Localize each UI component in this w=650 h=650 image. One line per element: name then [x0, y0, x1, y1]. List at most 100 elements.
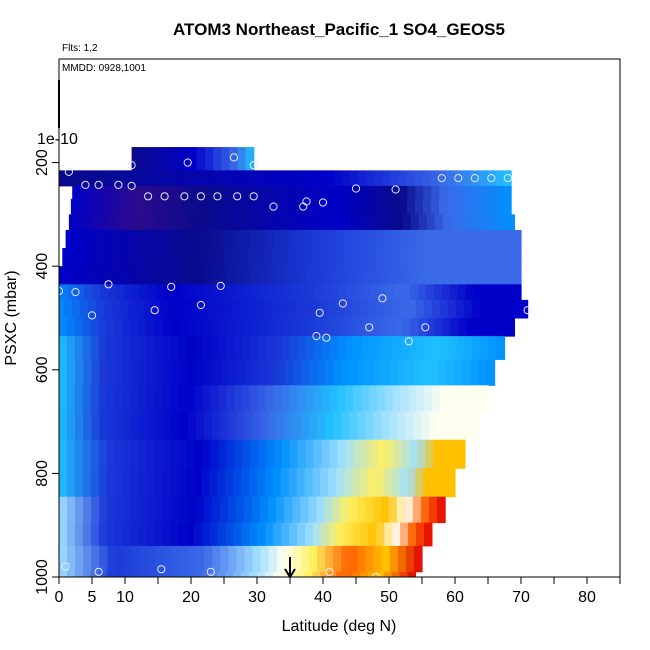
heat-cell — [361, 266, 371, 285]
heat-cell — [445, 411, 455, 441]
heat-cell — [272, 468, 282, 498]
heat-cell — [67, 545, 76, 573]
heat-cell — [74, 266, 84, 285]
heat-cell — [123, 359, 133, 386]
heat-cell — [76, 284, 85, 301]
heat-cell — [488, 248, 498, 267]
heat-cell — [180, 214, 189, 231]
heat-cell — [66, 336, 76, 360]
heat-cell — [365, 359, 375, 386]
heat-cell — [239, 299, 249, 319]
heat-cell — [439, 198, 448, 215]
heat-cell — [369, 229, 378, 249]
heat-cell — [241, 336, 251, 360]
heat-cell — [114, 266, 124, 285]
heat-cell — [233, 522, 243, 547]
heat-cell — [233, 468, 242, 498]
heat-cell — [134, 198, 144, 215]
heat-cell — [199, 185, 209, 200]
heat-cell — [273, 522, 282, 547]
heat-cell — [254, 198, 264, 215]
heat-cell — [282, 318, 292, 337]
heat-cell — [336, 522, 346, 547]
heat-cell — [67, 496, 76, 524]
heat-cell — [162, 266, 172, 285]
data-point — [233, 192, 242, 201]
heat-cell — [381, 545, 391, 573]
heat-cell — [472, 248, 482, 267]
heat-cell — [66, 318, 76, 337]
heat-cell — [263, 185, 273, 200]
heat-cell — [115, 545, 125, 573]
heat-cell — [408, 522, 417, 547]
heat-cell — [466, 318, 476, 337]
heat-cell — [130, 318, 140, 337]
heat-cell — [171, 545, 181, 573]
observation-points — [59, 153, 532, 577]
heat-cell — [59, 318, 68, 337]
heat-cell — [378, 284, 387, 301]
heat-cell — [393, 229, 402, 249]
heat-cell — [138, 318, 148, 337]
heat-cell — [171, 359, 181, 386]
heat-cell — [66, 266, 76, 285]
heat-cell — [84, 214, 94, 231]
heat-cell — [346, 284, 355, 301]
heat-cell — [455, 198, 464, 215]
heat-cell — [252, 359, 262, 386]
heat-cell — [471, 198, 480, 215]
heat-cell — [194, 439, 203, 469]
heat-cell — [336, 571, 345, 577]
heat-cell — [158, 198, 168, 215]
heat-cell — [204, 214, 213, 231]
heat-cell — [170, 522, 179, 547]
heat-cell — [455, 185, 464, 200]
heat-cell — [473, 266, 482, 285]
heat-cell — [223, 185, 233, 200]
data-point — [437, 174, 446, 183]
heat-cell — [59, 411, 68, 441]
heat-cell — [479, 299, 489, 319]
heat-cell — [313, 336, 323, 360]
data-point — [167, 282, 176, 291]
heat-cell — [220, 214, 229, 231]
heat-cell — [177, 468, 187, 498]
heat-cell — [162, 522, 171, 547]
data-point — [365, 323, 374, 332]
heat-cell — [327, 198, 336, 215]
heat-cell — [482, 318, 492, 337]
heat-cell — [324, 496, 334, 524]
heat-cell — [204, 545, 213, 573]
data-point — [322, 333, 331, 342]
heat-cell — [147, 411, 157, 441]
heat-cell — [272, 571, 282, 577]
heat-cell — [146, 439, 156, 469]
heat-cell — [284, 411, 294, 441]
heat-cell — [231, 248, 240, 267]
heat-cell — [448, 385, 457, 412]
heat-cell — [327, 185, 337, 200]
data-point — [454, 174, 463, 183]
heat-cell — [100, 284, 109, 301]
heat-cell — [432, 248, 442, 267]
heat-cell — [209, 522, 219, 547]
heat-cell — [425, 229, 434, 249]
heat-cell — [82, 385, 92, 412]
heat-cell — [359, 299, 369, 319]
data-point — [404, 337, 413, 346]
heat-cell — [363, 214, 372, 231]
heat-cell — [67, 411, 76, 441]
heat-cell — [204, 359, 213, 386]
heat-cell — [399, 185, 408, 200]
y-axis: 200 400 600 800 1000 — [34, 149, 59, 595]
heat-cell — [226, 336, 235, 360]
heat-cell — [138, 385, 147, 412]
heat-cell — [154, 385, 163, 412]
heat-cell — [439, 468, 448, 498]
y-tick-label: 800 — [34, 460, 51, 487]
heat-cell — [178, 439, 187, 469]
heat-cell — [127, 299, 137, 319]
heat-cell — [495, 198, 504, 215]
heat-cell — [105, 229, 115, 249]
y-tick-label: 400 — [34, 253, 51, 280]
